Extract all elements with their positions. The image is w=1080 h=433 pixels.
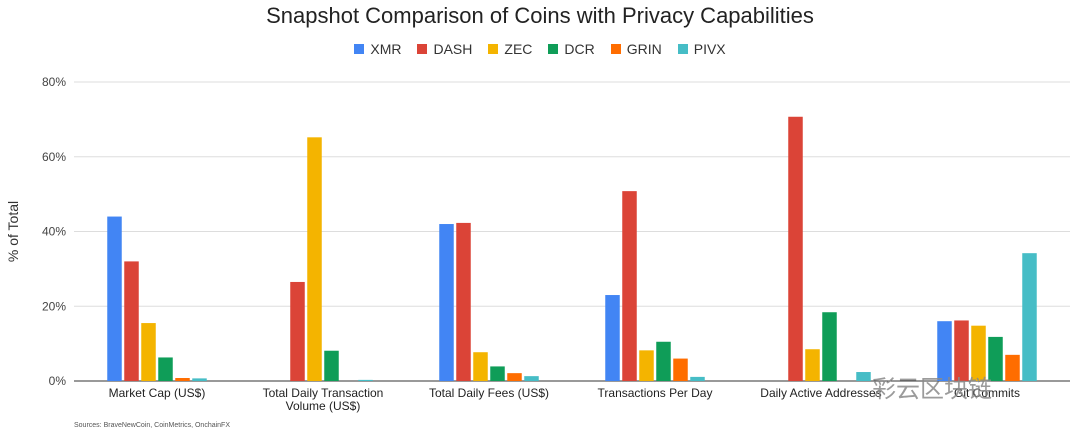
legend-label: ZEC xyxy=(504,41,533,57)
bar-dcr xyxy=(158,357,173,381)
bar-xmr xyxy=(107,216,122,381)
bar-zec xyxy=(307,137,322,381)
x-tick-label: Daily Active Addresses xyxy=(760,386,881,400)
legend-swatch xyxy=(354,44,365,54)
legend-label: DASH xyxy=(433,41,473,57)
watermark-logo: 彩云区块链 xyxy=(872,375,992,403)
legend-item-zec: ZEC xyxy=(488,41,532,57)
x-tick-label: Git Commits xyxy=(954,386,1020,400)
legend-item-xmr: XMR xyxy=(354,41,401,57)
bar-dcr xyxy=(988,336,1003,381)
bar-dcr xyxy=(656,341,671,381)
x-tick-label: Transactions Per Day xyxy=(598,386,713,400)
y-axis-label: % of Total xyxy=(5,201,21,262)
bar-pivx xyxy=(524,376,539,381)
bar-grin xyxy=(175,378,190,381)
bar-xmr xyxy=(605,295,620,381)
bar-dash xyxy=(954,320,969,381)
chart-title: Snapshot Comparison of Coins with Privac… xyxy=(266,3,814,28)
legend-label: DCR xyxy=(564,41,595,57)
y-tick-label: 60% xyxy=(42,150,66,164)
legend-swatch xyxy=(488,44,499,54)
bar-grin xyxy=(507,373,522,381)
bar-zec xyxy=(473,352,488,381)
x-tick-label: Volume (US$) xyxy=(286,399,361,413)
y-tick-label: 0% xyxy=(49,374,67,388)
bar-dash xyxy=(622,191,637,381)
legend-swatch xyxy=(548,44,559,54)
y-tick-label: 40% xyxy=(42,225,66,239)
legend-swatch xyxy=(677,44,688,54)
bar-pivx xyxy=(690,376,705,381)
bar-zec xyxy=(639,350,654,381)
legend-item-grin: GRIN xyxy=(610,41,662,57)
legend-label: GRIN xyxy=(626,41,662,57)
y-tick-label: 80% xyxy=(42,75,66,89)
x-tick-label: Total Daily Fees (US$) xyxy=(429,386,549,400)
source-note: Sources: BraveNewCoin, CoinMetrics, Onch… xyxy=(74,422,231,429)
legend-item-dash: DASH xyxy=(417,41,472,57)
x-tick-label: Market Cap (US$) xyxy=(109,386,206,400)
legend-item-dcr: DCR xyxy=(548,41,595,57)
bar-dcr xyxy=(490,366,505,381)
y-tick-label: 20% xyxy=(42,299,66,313)
bar-dash xyxy=(456,222,471,381)
legend-item-pivx: PIVX xyxy=(677,41,726,57)
legend-swatch xyxy=(417,44,428,54)
chart-legend: XMR DASH ZEC DCR GRIN PIVX xyxy=(0,41,1080,57)
bar-dcr xyxy=(822,312,837,381)
bar-pivx xyxy=(192,378,207,381)
bar-zec xyxy=(141,323,156,381)
bar-xmr xyxy=(937,321,952,381)
legend-swatch xyxy=(610,44,621,54)
bar-dash xyxy=(124,261,139,381)
bar-dcr xyxy=(324,350,339,381)
bar-xmr xyxy=(439,224,454,381)
legend-label: PIVX xyxy=(693,41,726,57)
bar-pivx xyxy=(358,379,373,381)
bar-zec xyxy=(805,349,820,381)
legend-label: XMR xyxy=(370,41,402,57)
bar-dash xyxy=(290,281,305,381)
bar-dash xyxy=(788,116,803,381)
bar-pivx xyxy=(856,372,871,381)
bar-grin xyxy=(673,358,688,381)
bar-zec xyxy=(971,325,986,381)
bar-pivx xyxy=(1022,253,1037,381)
x-tick-label: Total Daily Transaction xyxy=(263,386,384,400)
bar-grin xyxy=(1005,354,1020,381)
